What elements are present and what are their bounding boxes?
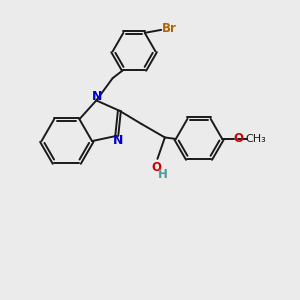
Text: Br: Br	[162, 22, 177, 35]
Text: O: O	[233, 132, 243, 146]
Text: CH₃: CH₃	[245, 134, 266, 144]
Text: H: H	[158, 168, 168, 181]
Text: O: O	[152, 161, 162, 174]
Text: N: N	[92, 90, 103, 103]
Text: N: N	[113, 134, 123, 147]
